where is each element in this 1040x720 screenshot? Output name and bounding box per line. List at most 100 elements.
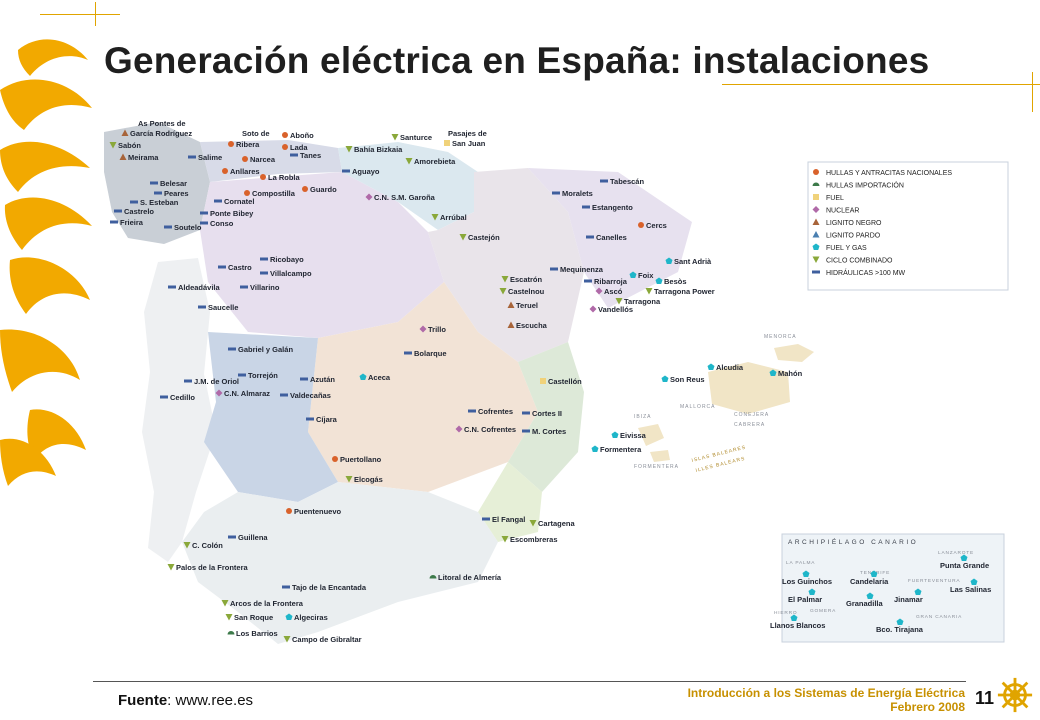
place-label: Conso — [210, 219, 234, 228]
plant-marker — [290, 153, 298, 157]
place-label: Castellón — [548, 377, 582, 386]
plant-marker — [866, 592, 874, 599]
island-mallorca — [708, 362, 790, 414]
place-label: Formentera — [600, 445, 642, 454]
place-label: El Fangal — [492, 515, 525, 524]
place-label: Pasajes de — [448, 129, 487, 138]
place-label: Castelnou — [508, 287, 545, 296]
plant-marker — [960, 554, 968, 561]
place-label: Estangento — [592, 203, 633, 212]
plant-marker — [200, 221, 208, 225]
plant-marker — [507, 301, 515, 308]
place-label: Punta Grande — [940, 561, 989, 570]
region-catalonia — [528, 168, 692, 308]
plant-marker — [808, 588, 816, 595]
plant-marker — [227, 631, 235, 635]
plant-marker — [114, 209, 122, 213]
plant-marker — [359, 373, 367, 380]
island-menorca — [774, 344, 814, 362]
plant-marker — [332, 456, 338, 462]
plant-marker — [119, 153, 127, 160]
place-label: Escatrón — [510, 275, 543, 284]
plant-marker — [200, 211, 208, 215]
source-label: Fuente — [118, 692, 168, 709]
place-label: Cercs — [646, 221, 667, 230]
place-label: Llanos Blancos — [770, 621, 825, 630]
ship-wheel-icon — [997, 677, 1033, 713]
place-label: Mahón — [778, 369, 803, 378]
region-label: CABRERA — [734, 422, 765, 428]
place-label: Lada — [290, 143, 308, 152]
plant-marker — [586, 235, 594, 239]
region-asturias — [200, 140, 342, 182]
place-label: Bahía Bizkaia — [354, 145, 403, 154]
region-castilla-mancha — [308, 282, 538, 492]
region-andalucia — [182, 482, 498, 644]
plant-marker — [228, 347, 236, 351]
place-label: Alcudia — [716, 363, 744, 372]
source-url: : www.ree.es — [167, 692, 254, 709]
place-label: Moralets — [562, 189, 593, 198]
region-label: MENORCA — [764, 334, 797, 340]
place-label: Valdecañas — [290, 391, 331, 400]
place-label: Castejón — [468, 233, 500, 242]
region-label: CONEJERA — [734, 412, 769, 418]
plant-marker — [429, 575, 437, 579]
plant-marker — [522, 429, 530, 433]
plant-marker — [896, 618, 904, 625]
place-label: Ribarroja — [594, 277, 628, 286]
plant-marker — [345, 476, 353, 483]
island-label: GRAN CANARIA — [916, 614, 962, 620]
plant-marker — [707, 363, 715, 370]
plant-marker — [870, 570, 878, 577]
plant-marker — [260, 271, 268, 275]
plant-marker — [225, 614, 233, 621]
plant-marker — [970, 578, 978, 585]
place-label: Castro — [228, 263, 252, 272]
plant-marker — [150, 181, 158, 185]
place-label: Aboño — [290, 131, 314, 140]
place-label: Eivissa — [620, 431, 647, 440]
place-label: Aceca — [368, 373, 391, 382]
legend-symbol — [812, 182, 820, 186]
place-label: Guillena — [238, 533, 268, 542]
plant-marker — [184, 379, 192, 383]
legend-item-label: HIDRÁULICAS >100 MW — [826, 268, 906, 277]
place-label: San Roque — [234, 613, 273, 622]
place-label: Canelles — [596, 233, 627, 242]
place-label: Teruel — [516, 301, 538, 310]
place-label: Sant Adrià — [674, 257, 712, 266]
plant-marker — [286, 508, 292, 514]
plant-marker — [802, 570, 810, 577]
legend-item-label: NUCLEAR — [826, 208, 859, 215]
legend-symbol — [812, 218, 820, 225]
plant-marker — [591, 445, 599, 452]
place-label: Ascó — [604, 287, 623, 296]
plant-marker — [404, 351, 412, 355]
place-label: Ponte Bibey — [210, 209, 254, 218]
island-label: LA PALMA — [786, 560, 815, 566]
decorative-emblem — [0, 39, 93, 486]
region-valencia — [508, 342, 584, 492]
plant-marker — [645, 288, 653, 295]
place-label: Puertollano — [340, 455, 382, 464]
portugal-region — [142, 258, 216, 562]
course-date: Febrero 2008 — [890, 700, 965, 714]
place-label: C.N. S.M. Garoña — [374, 193, 436, 202]
canary-title: ARCHIPIÉLAGO CANARIO — [788, 537, 918, 546]
plant-marker — [444, 140, 450, 146]
place-label: C. Colón — [192, 541, 223, 550]
place-label: Arrúbal — [440, 213, 467, 222]
legend-symbol — [813, 194, 819, 200]
place-label: Foix — [638, 271, 654, 280]
plant-marker — [168, 285, 176, 289]
plant-marker — [655, 277, 663, 284]
island-label: GOMERA — [810, 608, 836, 614]
accent-line-top-v — [95, 2, 96, 26]
spain-power-map: HULLAS Y ANTRACITAS NACIONALES HULLAS IMP… — [98, 112, 1035, 652]
place-label: Villarino — [250, 283, 280, 292]
plant-marker — [455, 425, 463, 433]
island-label: HIERRO — [774, 610, 797, 616]
place-label: Belesar — [160, 179, 187, 188]
